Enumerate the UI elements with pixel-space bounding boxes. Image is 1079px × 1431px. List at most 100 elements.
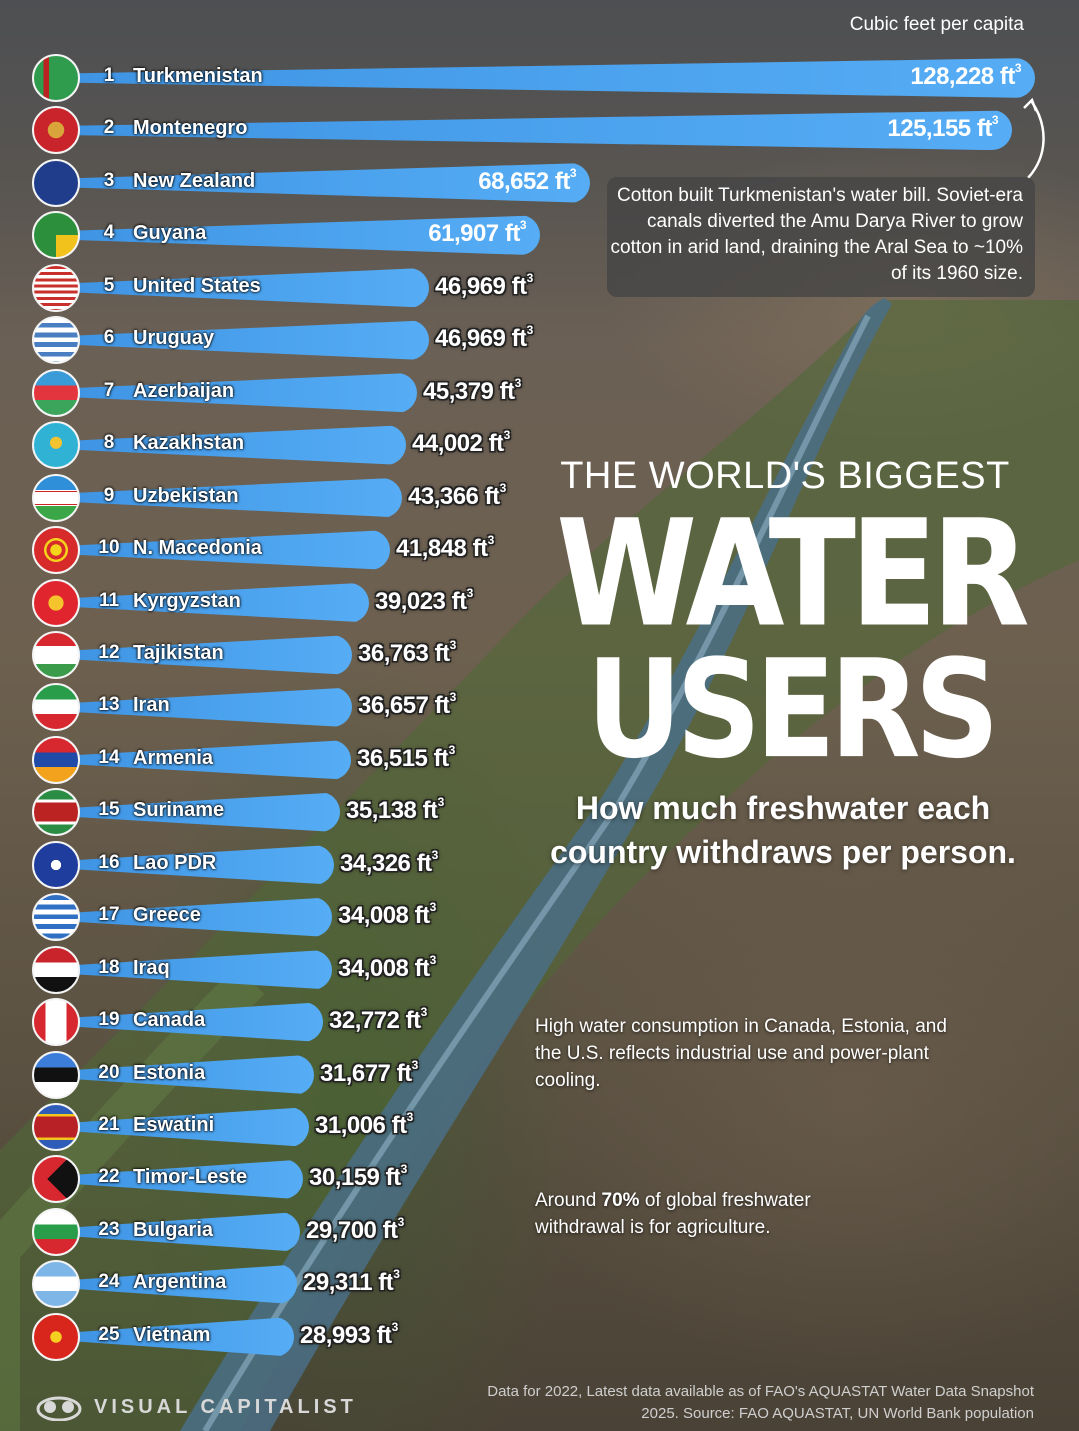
bar-row: 21 Eswatini 31,006 ft3 <box>0 1101 1079 1153</box>
value-number: 125,155 <box>887 115 971 143</box>
value-unit-exponent: 3 <box>449 690 457 705</box>
bar-row: 18 Iraq 34,008 ft3 <box>0 944 1079 996</box>
country-label: Greece <box>133 904 201 927</box>
value-number: 46,969 <box>435 325 506 353</box>
argentina-flag <box>32 1260 80 1309</box>
value-number: 61,907 <box>428 220 499 248</box>
value-unit: ft <box>976 115 992 143</box>
value-unit-exponent: 3 <box>499 480 507 495</box>
value-unit-exponent: 3 <box>429 952 437 967</box>
value-label: 43,366 ft3 <box>408 480 507 511</box>
country-label: Uruguay <box>133 327 215 350</box>
value-label: 30,159 ft3 <box>309 1162 408 1192</box>
bar-row: 22 Timor-Leste 30,159 ft3 <box>0 1153 1079 1205</box>
rank-label: 17 <box>98 904 120 926</box>
country-label: Iran <box>133 694 170 717</box>
country-label: Estonia <box>133 1061 206 1084</box>
turkmenistan-flag <box>32 54 80 102</box>
value-number: 35,138 <box>346 797 417 825</box>
rank-label: 2 <box>103 117 115 139</box>
rank-label: 7 <box>103 379 115 401</box>
value-unit-exponent: 3 <box>397 1214 405 1229</box>
value-number: 34,326 <box>340 849 411 877</box>
bar-row: 1 Turkmenistan 128,228 ft3 <box>0 52 1079 104</box>
kazakhstan-flag <box>32 421 80 470</box>
rank-label: 25 <box>98 1323 120 1345</box>
value-label: 29,311 ft3 <box>303 1267 400 1297</box>
bar-row: 4 Guyana 61,907 ft3 <box>0 209 1079 261</box>
value-number: 36,763 <box>358 639 429 667</box>
value-unit-exponent: 3 <box>411 1057 419 1072</box>
value-unit-exponent: 3 <box>400 1162 408 1177</box>
value-unit-exponent: 3 <box>466 585 474 600</box>
value-unit: ft <box>433 744 449 772</box>
value-number: 44,002 <box>412 430 483 458</box>
country-label: Uzbekistan <box>133 484 239 507</box>
bar-row: 19 Canada 32,772 ft3 <box>0 996 1079 1048</box>
value-number: 29,311 <box>303 1269 373 1297</box>
value-unit: ft <box>382 1216 398 1244</box>
agriculture-note: Around 70% of global freshwater withdraw… <box>535 1187 875 1241</box>
estonia-flag <box>32 1050 80 1099</box>
rank-label: 11 <box>98 589 120 611</box>
value-label: 35,138 ft3 <box>346 795 445 825</box>
country-label: N. Macedonia <box>133 537 262 560</box>
value-unit-exponent: 3 <box>393 1267 400 1282</box>
bar-row: 10 N. Macedonia 41,848 ft3 <box>0 524 1079 576</box>
brand-logo: VISUAL CAPITALIST <box>36 1393 357 1421</box>
value-unit: ft <box>416 849 432 877</box>
bar-row: 5 United States 46,969 ft3 <box>0 262 1079 314</box>
value-unit: ft <box>396 1059 412 1087</box>
country-label: Canada <box>133 1009 206 1032</box>
value-label: 36,515 ft3 <box>357 743 455 773</box>
title-water: WATER <box>556 488 1030 661</box>
country-label: Lao PDR <box>133 851 217 874</box>
value-label: 44,002 ft3 <box>412 428 510 458</box>
uzbekistan-flag <box>32 473 80 522</box>
value-unit-exponent: 3 <box>1014 61 1022 75</box>
rank-label: 21 <box>98 1114 120 1135</box>
brand-name: VISUAL CAPITALIST <box>94 1395 357 1418</box>
bar-row: 6 Uruguay 46,969 ft3 <box>0 314 1079 366</box>
value-unit: ft <box>499 377 515 405</box>
industrial-note: High water consumption in Canada, Estoni… <box>535 1016 947 1091</box>
bar-row: 12 Tajikistan 36,763 ft3 <box>0 629 1079 681</box>
value-label: 29,700 ft3 <box>306 1214 405 1245</box>
vietnam-flag <box>32 1312 80 1361</box>
rank-label: 9 <box>103 484 115 506</box>
value-unit-exponent: 3 <box>487 533 495 548</box>
value-label: 46,969 ft3 <box>435 270 534 301</box>
value-unit: ft <box>484 482 500 510</box>
value-label: 46,969 ft3 <box>435 323 533 353</box>
value-unit-exponent: 3 <box>519 218 527 233</box>
value-label: 31,677 ft3 <box>320 1057 419 1088</box>
value-label: 125,155 ft3 <box>887 113 998 143</box>
value-number: 39,023 <box>375 587 446 615</box>
value-unit-exponent: 3 <box>526 270 534 285</box>
bulgaria-flag <box>32 1207 80 1256</box>
subtitle: How much freshwater each country withdra… <box>550 790 1016 870</box>
value-unit: ft <box>434 639 450 667</box>
bar-row: 23 Bulgaria 29,700 ft3 <box>0 1206 1079 1258</box>
country-label: Vietnam <box>133 1323 211 1346</box>
agriculture-note-percent: 70% <box>601 1190 640 1211</box>
value-label: 32,772 ft3 <box>329 1005 427 1035</box>
value-unit: ft <box>434 692 450 720</box>
unit-label: Cubic feet per capita <box>849 14 1024 35</box>
value-unit: ft <box>504 220 520 248</box>
iraq-flag <box>32 945 80 994</box>
value-unit-exponent: 3 <box>437 795 445 810</box>
value-number: 36,515 <box>357 744 428 772</box>
timor-leste-flag <box>32 1155 80 1204</box>
country-label: Montenegro <box>133 117 248 140</box>
bar-row: 17 Greece 34,008 ft3 <box>0 891 1079 943</box>
value-number: 43,366 <box>408 482 479 510</box>
canada-flag <box>32 998 80 1047</box>
country-label: Turkmenistan <box>133 65 263 87</box>
rank-label: 13 <box>98 694 120 716</box>
headline: THE WORLD'S BIGGEST <box>560 455 1010 497</box>
country-label: Kyrgyzstan <box>133 589 241 612</box>
rank-label: 5 <box>103 274 115 296</box>
country-label: Guyana <box>133 222 207 245</box>
rank-label: 3 <box>103 169 115 191</box>
